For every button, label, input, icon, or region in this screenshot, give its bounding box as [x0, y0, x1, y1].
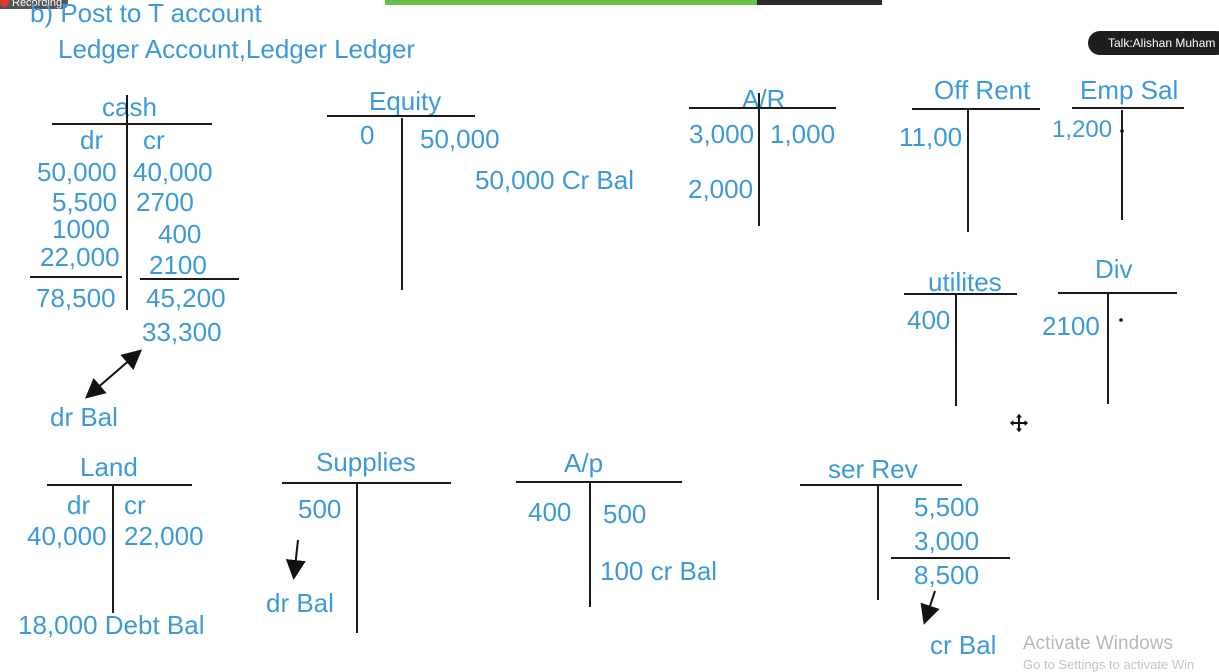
land-credit: 22,000	[124, 521, 204, 551]
cash-cr-label: cr	[143, 125, 165, 155]
cash-credit-1: 40,000	[133, 157, 213, 187]
land-cr-label: cr	[124, 490, 146, 520]
talk-indicator: Talk:Alishan Muham	[1088, 31, 1219, 55]
land-debit: 40,000	[27, 521, 107, 551]
cash-divider	[126, 95, 128, 310]
div-title: Div	[1095, 254, 1133, 284]
equity-credit: 50,000	[420, 124, 500, 154]
land-divider	[112, 486, 114, 613]
ar-debit-2: 2,000	[688, 174, 754, 204]
ar-credit-1: 1,000	[770, 119, 836, 149]
ser-rev-balance-note: cr Bal	[930, 630, 997, 660]
emp-sal-dot-icon	[1120, 129, 1124, 133]
utilities-top-line	[904, 293, 1017, 295]
ap-title: A/p	[564, 448, 604, 478]
ar-debit-1: 3,000	[689, 119, 755, 149]
cash-double-arrow-icon	[84, 349, 143, 399]
ar-divider	[758, 93, 760, 226]
activate-windows-title: Activate Windows	[1023, 633, 1173, 654]
page-heading: b) Post to T account	[30, 0, 262, 28]
emp-sal-top-line	[1072, 107, 1184, 109]
supplies-top-line	[282, 482, 451, 484]
ar-top-line	[689, 107, 836, 109]
utilities-debit: 400	[907, 305, 951, 335]
cash-balance-note: dr Bal	[50, 402, 118, 432]
cash-debit-1: 50,000	[37, 157, 117, 187]
ser-rev-credit-2: 3,000	[914, 526, 980, 556]
toolbar-bar-dark	[757, 0, 882, 5]
cash-dr-label: dr	[80, 125, 104, 155]
land-dr-label: dr	[67, 490, 91, 520]
ser-rev-total: 8,500	[914, 560, 980, 590]
equity-top-line	[327, 115, 475, 117]
ser-rev-total-line	[891, 557, 1010, 559]
land-balance-note: 18,000 Debt Bal	[18, 610, 205, 640]
supplies-down-arrow-icon	[285, 539, 306, 580]
cash-top-line	[52, 123, 212, 125]
off-rent-divider	[967, 110, 969, 232]
ap-divider	[589, 483, 591, 607]
div-top-line	[1058, 292, 1177, 294]
emp-sal-title: Emp Sal	[1080, 75, 1179, 105]
off-rent-title: Off Rent	[934, 75, 1031, 105]
emp-sal-divider	[1121, 110, 1123, 220]
cash-credit-3: 400	[158, 219, 202, 249]
ser-rev-down-arrow-icon	[920, 590, 940, 625]
cash-balance: 33,300	[142, 317, 222, 347]
cash-title: cash	[102, 92, 157, 122]
supplies-debit: 500	[298, 494, 342, 524]
recording-badge: Recording	[0, 0, 69, 9]
cash-credit-total: 45,200	[146, 283, 226, 313]
ser-rev-divider	[877, 486, 879, 600]
cash-debit-2: 5,500	[52, 187, 118, 217]
page-subheading: Ledger Account,Ledger Ledger	[58, 34, 416, 64]
equity-divider	[401, 118, 403, 290]
toolbar-bar-green	[385, 0, 757, 5]
equity-debit: 0	[360, 120, 375, 150]
equity-title: Equity	[369, 86, 442, 116]
cash-credit-2: 2700	[136, 187, 194, 217]
supplies-balance-note: dr Bal	[266, 588, 334, 618]
ser-rev-credit-1: 5,500	[914, 492, 980, 522]
off-rent-debit: 11,00	[899, 122, 963, 152]
cash-debit-total: 78,500	[36, 283, 116, 313]
ser-rev-top-line	[800, 484, 962, 486]
ap-credit: 500	[603, 499, 647, 529]
div-debit: 2100	[1042, 311, 1100, 341]
land-title: Land	[80, 452, 138, 482]
move-cursor-icon	[1008, 412, 1030, 434]
cash-credit-total-line	[140, 278, 239, 280]
ap-balance-note: 100 cr Bal	[600, 556, 718, 586]
supplies-title: Supplies	[316, 447, 416, 477]
ser-rev-title: ser Rev	[828, 454, 918, 484]
recording-dot-icon	[0, 0, 9, 7]
cash-debit-total-line	[30, 276, 122, 278]
utilities-divider	[955, 295, 957, 406]
utilities-title: utilites	[928, 267, 1002, 297]
cash-debit-4: 22,000	[40, 242, 120, 272]
equity-balance-note: 50,000 Cr Bal	[475, 165, 634, 195]
ap-debit: 400	[528, 497, 572, 527]
div-dot-icon	[1119, 318, 1123, 322]
div-divider	[1107, 294, 1109, 404]
ap-top-line	[516, 481, 682, 483]
cash-credit-4: 2100	[149, 250, 207, 280]
supplies-divider	[356, 484, 358, 633]
cash-debit-3: 1000	[52, 214, 110, 244]
land-top-line	[47, 484, 192, 486]
off-rent-top-line	[912, 108, 1040, 110]
emp-sal-debit: 1,200	[1052, 116, 1113, 143]
